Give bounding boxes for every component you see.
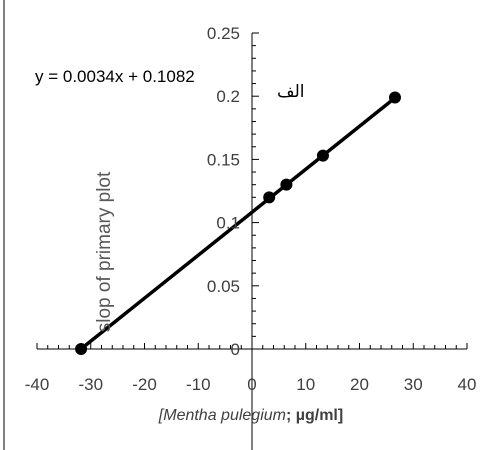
x-axis-label-open: [	[158, 407, 165, 424]
data-points-group	[75, 91, 401, 355]
y-tick-label: 0.15	[207, 150, 240, 169]
panel-annotation: الف	[277, 82, 305, 102]
x-tick-label: 0	[247, 375, 256, 394]
x-tick-label: -20	[132, 375, 157, 394]
x-tick-label: 10	[296, 375, 315, 394]
regression-equation: y = 0.0034x + 0.1082	[35, 67, 195, 86]
trendline-group	[79, 96, 397, 351]
x-tick-label: -40	[25, 375, 50, 394]
data-point	[316, 149, 329, 162]
y-tick-label: 0	[231, 340, 240, 359]
x-tick-label: -10	[186, 375, 211, 394]
y-axis-label: slop of primary plot	[94, 171, 115, 332]
data-point	[280, 178, 293, 191]
data-point	[75, 343, 88, 355]
x-tick-label: 20	[350, 375, 369, 394]
data-point	[388, 91, 401, 104]
trendline	[79, 96, 397, 351]
data-point	[263, 191, 276, 204]
y-tick-labels-group: 0 0.05 0.1 0.15 0.2 0.25	[207, 24, 240, 359]
x-tick-label: -30	[78, 375, 103, 394]
x-axis-label-sep: ;	[286, 407, 291, 424]
x-tick-label: 30	[404, 375, 423, 394]
x-axis-label-species: Mentha pulegium	[163, 407, 286, 424]
y-tick-label: 0.05	[207, 277, 240, 296]
y-tick-label: 0.25	[207, 24, 240, 43]
x-tick-labels-group: -40 -30 -20 -10 0 10 20 30 40	[25, 375, 477, 394]
x-axis-label: [Mentha pulegium; µg/ml]	[158, 407, 343, 424]
x-axis-label-unit: µg/ml]	[291, 407, 343, 424]
y-tick-label: 0.2	[216, 87, 240, 106]
y-tick-label: 0.1	[216, 214, 240, 233]
x-tick-label: 40	[458, 375, 477, 394]
axes-group	[36, 32, 468, 450]
